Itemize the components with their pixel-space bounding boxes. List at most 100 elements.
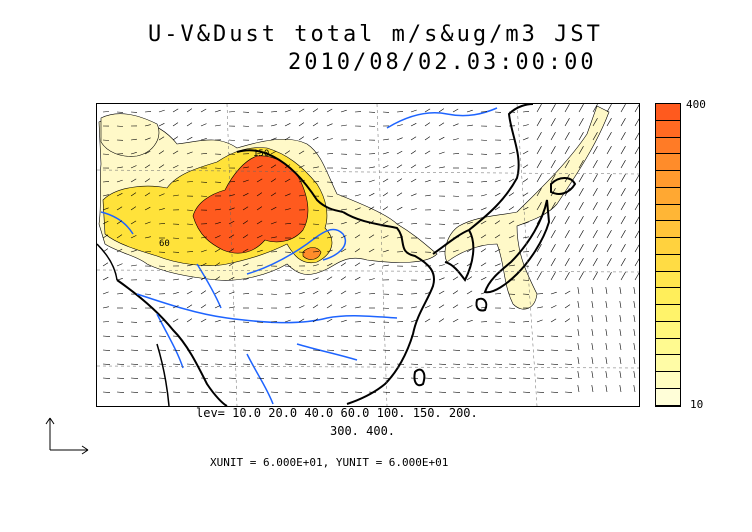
wind-arrow (116, 278, 123, 281)
wind-arrow (368, 335, 377, 337)
wind-arrow (270, 164, 277, 169)
wind-arrow (186, 136, 193, 141)
wind-arrow (619, 329, 622, 337)
wind-arrow (508, 363, 517, 365)
wind-arrow (466, 276, 473, 281)
wind-arrow (382, 363, 391, 365)
wind-arrow (228, 335, 237, 337)
wind-arrow (396, 206, 403, 211)
wind-arrow (228, 391, 237, 393)
wind-arrow (242, 248, 249, 253)
wind-arrow (102, 111, 110, 113)
wind-arrow (382, 178, 389, 183)
wind-arrow (396, 178, 403, 183)
wind-arrow (550, 258, 556, 267)
wind-arrow (592, 272, 598, 281)
wind-arrow (564, 174, 570, 183)
wind-arrow (326, 335, 335, 337)
wind-arrow (200, 108, 207, 113)
wind-arrow (284, 349, 293, 351)
wind-arrow (242, 220, 249, 225)
wind-arrow (480, 377, 489, 379)
wind-arrow (102, 262, 109, 267)
wind-arrow (144, 391, 153, 393)
wind-arrow (591, 287, 594, 295)
colorbar-segment (656, 104, 680, 121)
wind-arrow (438, 277, 445, 281)
wind-arrow (620, 132, 626, 141)
wind-arrow (158, 150, 165, 155)
wind-arrow (466, 124, 473, 127)
wind-arrow (480, 306, 487, 309)
wind-arrow (424, 278, 431, 281)
wind-arrow (298, 318, 305, 323)
wind-arrow (592, 258, 598, 267)
wind-arrow (354, 335, 363, 337)
wind-arrow (633, 385, 636, 393)
wind-arrow (242, 377, 251, 379)
wind-arrow (256, 138, 263, 141)
wind-arrow (550, 202, 556, 211)
wind-arrow (396, 111, 404, 113)
wind-arrow (522, 124, 529, 127)
wind-arrow (494, 234, 501, 239)
wind-arrow (298, 292, 305, 295)
wind-arrow (368, 125, 376, 127)
wind-arrow (228, 291, 235, 295)
wind-arrow (298, 150, 305, 155)
wind-arrow (242, 125, 250, 127)
wind-arrow (186, 318, 193, 323)
wind-arrow (116, 125, 124, 127)
wind-arrow (186, 363, 195, 365)
wind-arrow (312, 391, 321, 393)
wind-arrow (438, 363, 447, 365)
wind-arrow (466, 335, 475, 337)
wind-arrow (242, 335, 251, 337)
wind-arrow (270, 377, 279, 379)
wind-arrow (578, 244, 584, 253)
wind-arrow (186, 391, 195, 393)
wind-arrow (536, 335, 545, 337)
wind-arrow (494, 278, 501, 281)
colorbar-segment (656, 187, 680, 205)
wind-arrow (186, 122, 193, 127)
wind-arrow (172, 122, 179, 127)
wind-arrow (256, 249, 263, 253)
dust-plume-japan (444, 105, 610, 310)
wind-arrow (438, 122, 445, 127)
wind-arrow (424, 305, 431, 309)
wind-arrow (270, 111, 278, 113)
wind-arrow (592, 146, 598, 155)
coastline-north (468, 104, 534, 231)
wind-arrow (591, 301, 594, 309)
wind-arrow (144, 178, 151, 183)
wind-arrow (144, 321, 152, 323)
wind-arrow (326, 195, 334, 197)
wind-arrow (284, 208, 291, 211)
wind-arrow (340, 305, 347, 309)
wind-arrow (228, 248, 235, 253)
wind-arrow (312, 151, 319, 155)
wind-arrow (606, 272, 612, 281)
wind-arrow (494, 321, 502, 323)
wind-arrow (410, 349, 419, 351)
wind-arrow (466, 391, 475, 393)
wind-arrow (536, 377, 545, 379)
river-amur (386, 107, 498, 129)
wind-arrow (270, 137, 277, 141)
wind-arrow (536, 306, 543, 309)
wind-arrow (284, 164, 291, 169)
wind-arrow (102, 377, 111, 379)
wind-arrow (186, 277, 193, 281)
wind-arrow (368, 377, 377, 379)
wind-arrow (564, 216, 570, 225)
wind-arrow (382, 138, 389, 141)
colorbar-min-label: 10 (690, 398, 704, 411)
wind-arrow (368, 349, 377, 351)
wind-arrow (354, 181, 362, 183)
wind-arrow (424, 291, 431, 295)
wind-arrow (130, 377, 139, 379)
wind-arrow (452, 318, 459, 323)
wind-arrow (368, 293, 376, 295)
wind-arrow (522, 192, 529, 197)
